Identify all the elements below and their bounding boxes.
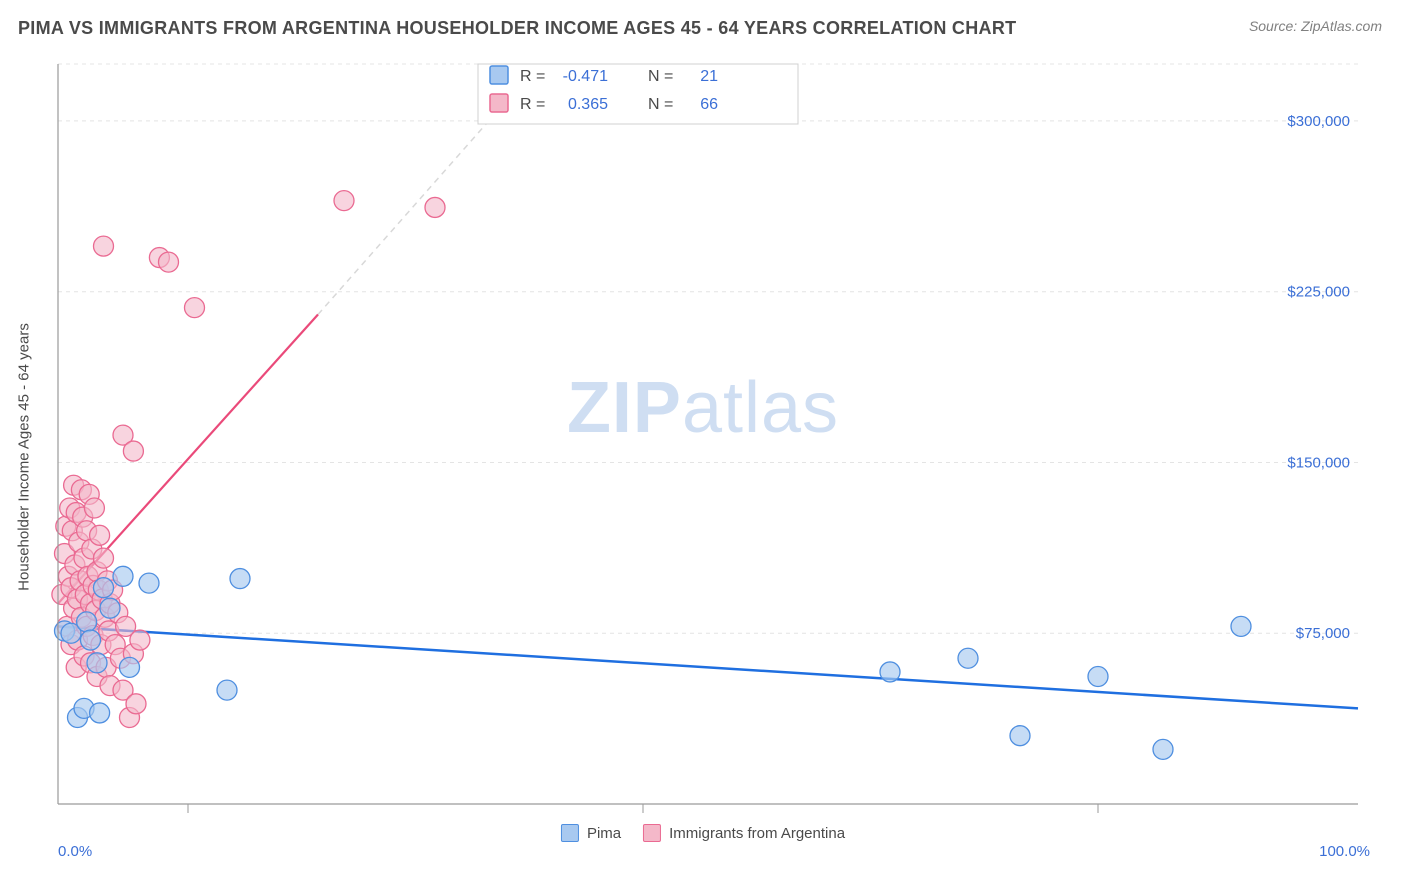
legend-item-pima: Pima (561, 824, 621, 842)
svg-text:-0.471: -0.471 (563, 68, 608, 85)
svg-text:0.365: 0.365 (568, 96, 608, 113)
svg-text:$225,000: $225,000 (1287, 284, 1350, 301)
svg-text:N =: N = (648, 68, 673, 85)
legend-swatch-argentina (643, 824, 661, 842)
svg-text:$300,000: $300,000 (1287, 113, 1350, 130)
svg-text:66: 66 (700, 96, 718, 113)
svg-text:$75,000: $75,000 (1296, 625, 1350, 642)
chart-title: PIMA VS IMMIGRANTS FROM ARGENTINA HOUSEH… (18, 18, 1016, 39)
legend-swatch-pima (561, 824, 579, 842)
svg-text:R =: R = (520, 68, 545, 85)
svg-text:N =: N = (648, 96, 673, 113)
svg-text:R =: R = (520, 96, 545, 113)
legend-label-argentina: Immigrants from Argentina (669, 825, 845, 842)
source-attribution: Source: ZipAtlas.com (1249, 18, 1382, 34)
chart-container: Householder Income Ages 45 - 64 years ZI… (18, 52, 1388, 862)
svg-text:$150,000: $150,000 (1287, 454, 1350, 471)
legend-bottom: Pima Immigrants from Argentina (561, 824, 845, 842)
svg-text:21: 21 (700, 68, 718, 85)
x-max-label: 100.0% (1319, 843, 1370, 860)
scatter-chart: $75,000 $150,000 $225,000 $300,000 R = -0.471… (18, 52, 1388, 862)
legend-item-argentina: Immigrants from Argentina (643, 824, 845, 842)
x-min-label: 0.0% (58, 843, 92, 860)
legend-label-pima: Pima (587, 825, 621, 842)
x-axis-labels: 0.0% 100.0% (58, 843, 1370, 860)
y-axis-title: Householder Income Ages 45 - 64 years (16, 323, 33, 591)
